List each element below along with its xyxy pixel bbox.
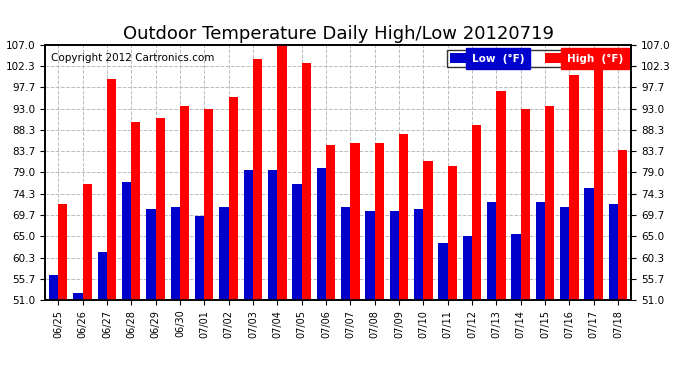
Bar xyxy=(228,98,238,300)
Bar xyxy=(511,234,521,300)
Title: Outdoor Temperature Daily High/Low 20120719: Outdoor Temperature Daily High/Low 20120… xyxy=(123,26,553,44)
Text: Copyright 2012 Cartronics.com: Copyright 2012 Cartronics.com xyxy=(51,53,214,63)
Bar xyxy=(73,293,83,300)
Bar xyxy=(58,204,68,300)
Bar xyxy=(268,170,277,300)
Bar xyxy=(195,216,204,300)
Legend: Low  (°F), High  (°F): Low (°F), High (°F) xyxy=(446,50,626,67)
Bar xyxy=(170,207,180,300)
Bar xyxy=(535,202,545,300)
Bar xyxy=(618,150,627,300)
Bar xyxy=(487,202,496,300)
Bar xyxy=(569,75,578,300)
Bar xyxy=(584,188,593,300)
Bar xyxy=(375,143,384,300)
Bar xyxy=(341,207,351,300)
Bar xyxy=(414,209,423,300)
Bar xyxy=(521,109,530,300)
Bar xyxy=(326,145,335,300)
Bar xyxy=(122,182,131,300)
Bar xyxy=(317,168,326,300)
Bar xyxy=(560,207,569,300)
Bar xyxy=(545,106,554,300)
Bar xyxy=(463,236,472,300)
Bar xyxy=(83,184,92,300)
Bar xyxy=(107,79,116,300)
Bar xyxy=(180,106,189,300)
Bar xyxy=(351,143,359,300)
Bar xyxy=(204,109,213,300)
Bar xyxy=(253,58,262,300)
Bar xyxy=(390,211,399,300)
Bar xyxy=(146,209,155,300)
Bar xyxy=(366,211,375,300)
Bar xyxy=(448,166,457,300)
Bar xyxy=(131,122,141,300)
Bar xyxy=(302,63,310,300)
Bar xyxy=(244,170,253,300)
Bar xyxy=(98,252,107,300)
Bar xyxy=(423,161,433,300)
Bar xyxy=(593,61,603,300)
Bar xyxy=(438,243,448,300)
Bar xyxy=(609,204,618,300)
Bar xyxy=(219,207,228,300)
Bar xyxy=(293,184,302,300)
Bar xyxy=(472,124,481,300)
Bar xyxy=(155,118,165,300)
Bar xyxy=(277,45,286,300)
Bar xyxy=(49,275,58,300)
Bar xyxy=(399,134,408,300)
Bar xyxy=(496,90,506,300)
